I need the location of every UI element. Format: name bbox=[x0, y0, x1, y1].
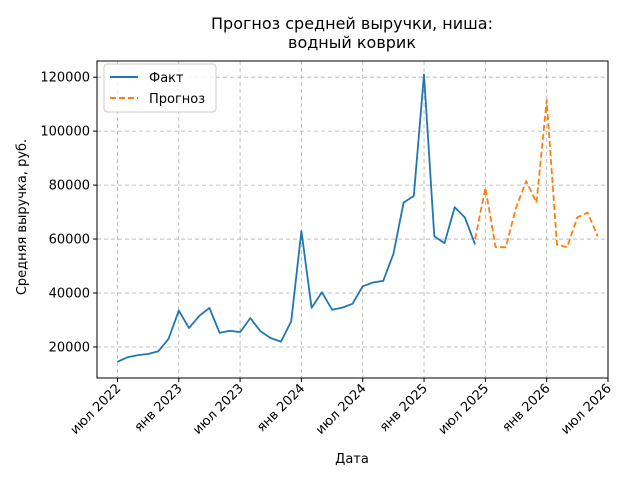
plot-frame bbox=[96, 60, 609, 379]
y-tick-label: 120000 bbox=[40, 71, 90, 86]
y-tick-label: 80000 bbox=[49, 179, 90, 194]
series-line-fact bbox=[117, 73, 476, 363]
legend-label-forecast: Прогноз bbox=[149, 92, 205, 107]
series-line-forecast bbox=[474, 99, 599, 249]
chart-title-line: Прогноз средней выручки, ниша: bbox=[211, 14, 493, 33]
y-tick-label: 60000 bbox=[49, 233, 90, 248]
legend: Факт Прогноз bbox=[103, 63, 217, 113]
y-tick-label: 100000 bbox=[40, 125, 90, 140]
series-layer bbox=[117, 73, 599, 363]
y-tick-label: 40000 bbox=[49, 287, 90, 302]
chart-title-line: водный коврик bbox=[288, 33, 416, 52]
y-tick-label: 20000 bbox=[49, 340, 90, 355]
y-axis-label: Средняя выручка, руб. bbox=[15, 139, 30, 295]
legend-label-fact: Факт bbox=[149, 71, 184, 86]
x-axis-label: Дата bbox=[335, 452, 369, 467]
chart-title: Прогноз средней выручки, ниша: водный ков… bbox=[211, 14, 493, 52]
